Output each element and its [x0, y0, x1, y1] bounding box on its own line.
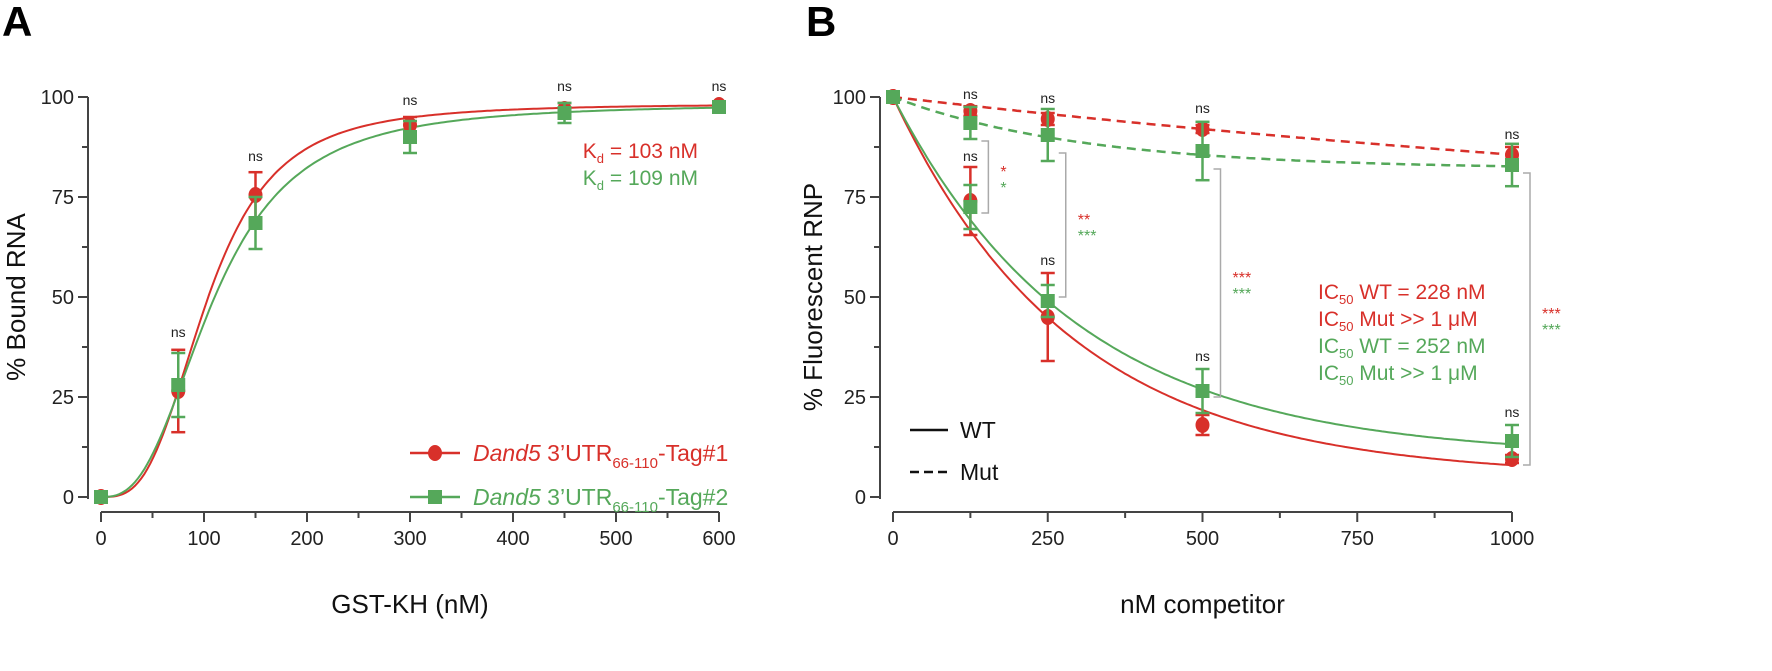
- significance-stars-red: *: [1000, 164, 1006, 181]
- data-point-square: [557, 106, 572, 120]
- legend-label: Dand5 3’UTR66-110-Tag#1: [473, 440, 728, 472]
- significance-stars-green: ***: [1233, 286, 1252, 303]
- data-point-square: [403, 130, 417, 144]
- significance-label: ns: [1505, 404, 1520, 420]
- y-tick-label: 50: [844, 287, 866, 309]
- significance-bracket: [1058, 152, 1067, 298]
- data-point-square: [1505, 434, 1519, 448]
- panel-label-b: B: [806, 0, 836, 45]
- significance-bracket: [981, 140, 990, 214]
- significance-bracket: [1523, 172, 1531, 466]
- legend-marker-square: [428, 490, 442, 504]
- legend-label: WT: [960, 417, 996, 443]
- x-tick-label: 100: [187, 528, 220, 550]
- x-tick-label: 0: [95, 528, 106, 550]
- x-tick-label: 1000: [1490, 528, 1535, 550]
- significance-label: ns: [1195, 100, 1210, 116]
- significance-label: ns: [963, 148, 978, 164]
- y-tick-label: 50: [52, 287, 74, 309]
- y-tick-label: 25: [844, 387, 866, 409]
- data-point-square: [712, 100, 726, 114]
- x-tick-label: 250: [1031, 528, 1064, 550]
- y-tick-label: 25: [52, 387, 74, 409]
- y-tick-label: 75: [844, 187, 866, 209]
- significance-stars-green: ***: [1078, 228, 1097, 245]
- data-point-square: [1040, 294, 1055, 308]
- fit-curve-red-mut: [892, 95, 1513, 156]
- x-tick-label: 600: [702, 528, 735, 550]
- data-point-square: [171, 378, 186, 392]
- y-axis-title: % Bound RNA: [1, 213, 31, 381]
- significance-label: ns: [1040, 252, 1055, 268]
- y-tick-label: 0: [63, 487, 74, 509]
- y-tick-label: 100: [833, 87, 866, 109]
- data-point-square: [248, 216, 263, 230]
- x-tick-label: 0: [887, 528, 898, 550]
- data-point-square: [1195, 384, 1210, 398]
- significance-label: ns: [403, 92, 418, 108]
- significance-label: ns: [557, 78, 572, 94]
- x-tick-label: 400: [496, 528, 529, 550]
- x-tick-label: 300: [393, 528, 426, 550]
- data-point-square: [963, 200, 978, 214]
- x-tick-label: 200: [290, 528, 323, 550]
- fit-parameter-note: IC50 WT = 252 nM: [1318, 335, 1486, 361]
- data-point-square: [886, 90, 900, 104]
- fit-curve-red: [101, 104, 719, 498]
- significance-label: ns: [712, 78, 727, 94]
- legend-label: Mut: [960, 459, 999, 485]
- x-axis-title: GST-KH (nM): [331, 589, 488, 619]
- significance-bracket: [1213, 168, 1222, 398]
- significance-label: ns: [1195, 348, 1210, 364]
- y-tick-label: 75: [52, 187, 74, 209]
- x-axis-title: nM competitor: [1120, 589, 1285, 619]
- fit-parameter-note: IC50 Mut >> 1 μM: [1318, 308, 1478, 334]
- data-point-square: [94, 490, 108, 504]
- chart-panel-a: 0 25 50 75 100 0 100 200 300 400 500 600 GST-KH (nM)…: [1, 78, 736, 619]
- significance-label: ns: [1040, 90, 1055, 106]
- data-point-circle: [1195, 417, 1210, 433]
- data-point-square: [963, 116, 978, 130]
- significance-stars-green: ***: [1542, 322, 1561, 339]
- significance-label: ns: [171, 324, 186, 340]
- fit-parameter-note: IC50 WT = 228 nM: [1318, 281, 1486, 307]
- fit-parameter-note: Kd = 103 nM: [583, 140, 698, 166]
- significance-stars-red: ***: [1233, 270, 1252, 287]
- data-point-square: [1040, 128, 1055, 142]
- legend-label: Dand5 3’UTR66-110-Tag#2: [473, 484, 728, 516]
- significance-label: ns: [963, 86, 978, 102]
- significance-stars-red: **: [1078, 212, 1090, 229]
- data-point-circle: [248, 187, 263, 203]
- data-point-square: [1505, 158, 1519, 172]
- significance-label: ns: [248, 148, 263, 164]
- y-axis-title: % Fluorescent RNP: [798, 183, 828, 411]
- x-tick-label: 750: [1341, 528, 1374, 550]
- significance-label: ns: [1505, 126, 1520, 142]
- x-tick-label: 500: [599, 528, 632, 550]
- significance-stars-green: *: [1000, 180, 1006, 197]
- y-tick-label: 0: [855, 487, 866, 509]
- legend-marker-circle: [428, 445, 442, 461]
- data-point-square: [1195, 144, 1210, 158]
- x-tick-label: 500: [1186, 528, 1219, 550]
- panel-label-a: A: [2, 0, 32, 45]
- fit-parameter-note: IC50 Mut >> 1 μM: [1318, 362, 1478, 388]
- y-tick-label: 100: [41, 87, 74, 109]
- fit-parameter-note: Kd = 109 nM: [583, 167, 698, 193]
- data-point-circle: [1505, 451, 1519, 467]
- significance-stars-red: ***: [1542, 306, 1561, 323]
